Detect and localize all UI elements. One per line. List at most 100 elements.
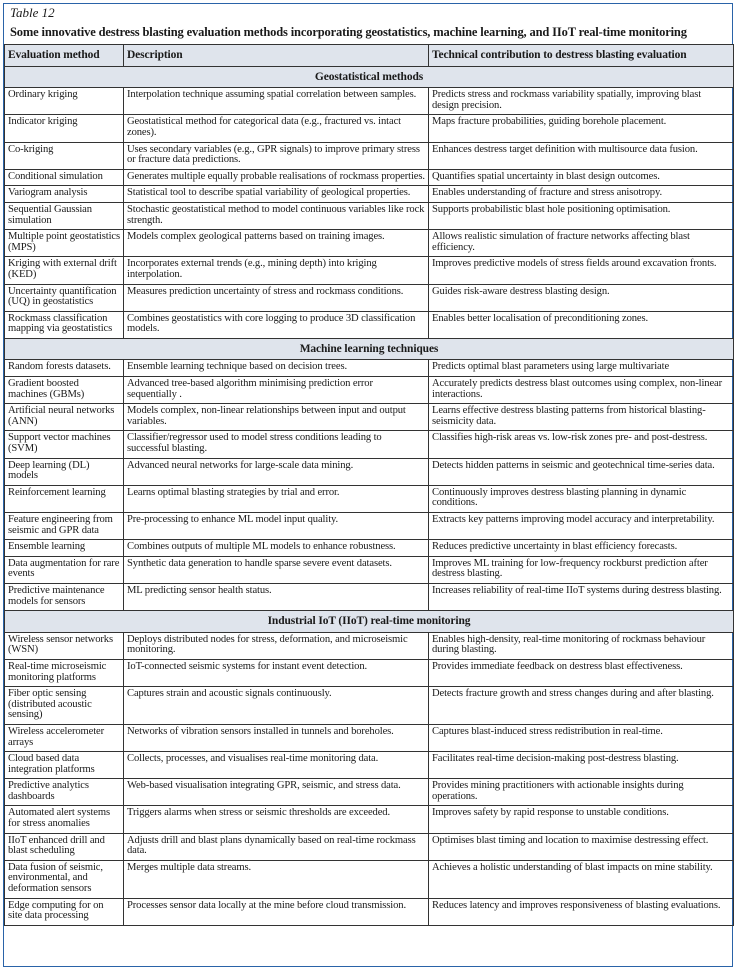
method-cell: Ordinary kriging (4, 87, 124, 116)
description-cell: Combines outputs of multiple ML models t… (123, 539, 429, 557)
method-cell: Co-kriging (4, 141, 124, 170)
table-title: Some innovative destress blasting evalua… (10, 25, 687, 39)
description-cell: Processes sensor data locally at the min… (123, 897, 429, 926)
method-cell: Wireless accelerometer arrays (4, 723, 124, 753)
table-label: Table 12 (10, 5, 55, 20)
method-cell: Automated alert systems for stress anoma… (4, 805, 124, 834)
description-cell: Merges multiple data streams. (123, 859, 429, 899)
description-cell: Pre-processing to enhance ML model input… (123, 511, 429, 541)
method-cell: Fiber optic sensing (distributed acousti… (4, 686, 124, 725)
table-row: IIoT enhanced drill and blast scheduling… (4, 832, 734, 861)
description-cell: Models complex geological patterns based… (123, 229, 429, 258)
table-row: Artificial neural networks (ANN) Models c… (4, 403, 734, 432)
description-cell: Models complex, non-linear relationships… (123, 403, 429, 432)
evaluation-methods-table: Evaluation method Description Technical … (4, 44, 734, 926)
description-cell: Incorporates external trends (e.g., mini… (123, 256, 429, 285)
method-cell: Wireless sensor networks (WSN) (4, 631, 124, 660)
contribution-cell: Increases reliability of real-time IIoT … (428, 582, 734, 612)
table-row: Ordinary kriging Interpolation technique … (4, 87, 734, 116)
description-cell: Geostatistical method for categorical da… (123, 114, 429, 143)
table-row: Cloud based data integration platforms Co… (4, 751, 734, 780)
table-row: Ensemble learning Combines outputs of mul… (4, 539, 734, 557)
section-header-row: Geostatistical methods (4, 65, 734, 89)
table-row: Indicator kriging Geostatistical method f… (4, 114, 734, 143)
table-row: Wireless accelerometer arrays Networks of… (4, 723, 734, 753)
method-cell: Reinforcement learning (4, 484, 124, 514)
section-title: Industrial IoT (IIoT) real-time monitori… (4, 610, 734, 633)
description-cell: ML predicting sensor health status. (123, 582, 429, 612)
method-cell: Indicator kriging (4, 114, 124, 143)
method-cell: Sequential Gaussian simulation (4, 201, 124, 231)
description-cell: Captures strain and acoustic signals con… (123, 686, 429, 725)
contribution-cell: Facilitates real-time decision-making po… (428, 751, 734, 780)
table-row: Edge computing for on site data processi… (4, 897, 734, 926)
method-cell: Data fusion of seismic, environmental, a… (4, 859, 124, 899)
contribution-cell: Guides risk-aware destress blasting desi… (428, 283, 734, 312)
description-cell: Synthetic data generation to handle spar… (123, 555, 429, 584)
description-cell: Advanced tree-based algorithm minimising… (123, 376, 429, 405)
section-title: Geostatistical methods (4, 65, 734, 89)
table-row: Wireless sensor networks (WSN) Deploys di… (4, 631, 734, 660)
method-cell: Deep learning (DL) models (4, 457, 124, 486)
contribution-cell: Supports probabilistic blast hole positi… (428, 201, 734, 231)
description-cell: Collects, processes, and visualises real… (123, 751, 429, 780)
contribution-cell: Classifies high-risk areas vs. low-risk … (428, 430, 734, 459)
method-cell: Cloud based data integration platforms (4, 751, 124, 780)
table-row: Deep learning (DL) models Advanced neural… (4, 457, 734, 486)
column-header-method: Evaluation method (4, 44, 124, 67)
method-cell: Rockmass classification mapping via geos… (4, 310, 124, 339)
contribution-cell: Enables understanding of fracture and st… (428, 185, 734, 203)
table-row: Sequential Gaussian simulation Stochastic… (4, 201, 734, 231)
contribution-cell: Maps fracture probabilities, guiding bor… (428, 114, 734, 143)
contribution-cell: Quantifies spatial uncertainty in blast … (428, 168, 734, 187)
method-cell: Edge computing for on site data processi… (4, 897, 124, 926)
contribution-cell: Detects fracture growth and stress chang… (428, 686, 734, 725)
table-row: Support vector machines (SVM) Classifier/… (4, 430, 734, 459)
contribution-cell: Provides immediate feedback on destress … (428, 658, 734, 688)
contribution-cell: Continuously improves destress blasting … (428, 484, 734, 514)
description-cell: Advanced neural networks for large-scale… (123, 457, 429, 486)
method-cell: Feature engineering from seismic and GPR… (4, 511, 124, 541)
table-row: Variogram analysis Statistical tool to de… (4, 185, 734, 203)
contribution-cell: Predicts stress and rockmass variability… (428, 87, 734, 116)
description-cell: Adjusts drill and blast plans dynamicall… (123, 832, 429, 861)
description-cell: IoT-connected seismic systems for instan… (123, 658, 429, 688)
contribution-cell: Improves ML training for low-frequency r… (428, 555, 734, 584)
contribution-cell: Improves safety by rapid response to uns… (428, 805, 734, 834)
description-cell: Interpolation technique assuming spatial… (123, 87, 429, 116)
contribution-cell: Allows realistic simulation of fracture … (428, 229, 734, 258)
method-cell: Variogram analysis (4, 185, 124, 203)
description-cell: Triggers alarms when stress or seismic t… (123, 805, 429, 834)
method-cell: Uncertainty quantification (UQ) in geost… (4, 283, 124, 312)
table-row: Co-kriging Uses secondary variables (e.g.… (4, 141, 734, 170)
description-cell: Measures prediction uncertainty of stres… (123, 283, 429, 312)
description-cell: Combines geostatistics with core logging… (123, 310, 429, 339)
table-row: Feature engineering from seismic and GPR… (4, 511, 734, 541)
method-cell: Real-time microseismic monitoring platfo… (4, 658, 124, 688)
header-row: Evaluation method Description Technical … (4, 44, 734, 67)
contribution-cell: Enhances destress target definition with… (428, 141, 734, 170)
method-cell: Gradient boosted machines (GBMs) (4, 376, 124, 405)
contribution-cell: Enables high-density, real-time monitori… (428, 631, 734, 660)
description-cell: Web-based visualisation integrating GPR,… (123, 778, 429, 807)
contribution-cell: Extracts key patterns improving model ac… (428, 511, 734, 541)
table-row: Fiber optic sensing (distributed acousti… (4, 686, 734, 725)
table-row: Reinforcement learning Learns optimal bla… (4, 484, 734, 514)
contribution-cell: Optimises blast timing and location to m… (428, 832, 734, 861)
table-row: Multiple point geostatistics (MPS) Models… (4, 229, 734, 258)
table-row: Automated alert systems for stress anoma… (4, 805, 734, 834)
contribution-cell: Reduces predictive uncertainty in blast … (428, 539, 734, 557)
table-row: Real-time microseismic monitoring platfo… (4, 658, 734, 688)
table-row: Conditional simulation Generates multiple… (4, 168, 734, 187)
method-cell: Data augmentation for rare events (4, 555, 124, 584)
contribution-cell: Learns effective destress blasting patte… (428, 403, 734, 432)
contribution-cell: Accurately predicts destress blast outco… (428, 376, 734, 405)
contribution-cell: Detects hidden patterns in seismic and g… (428, 457, 734, 486)
contribution-cell: Improves predictive models of stress fie… (428, 256, 734, 285)
description-cell: Deploys distributed nodes for stress, de… (123, 631, 429, 660)
description-cell: Statistical tool to describe spatial var… (123, 185, 429, 203)
table-row: Gradient boosted machines (GBMs) Advanced… (4, 376, 734, 405)
method-cell: IIoT enhanced drill and blast scheduling (4, 832, 124, 861)
contribution-cell: Provides mining practitioners with actio… (428, 778, 734, 807)
method-cell: Predictive maintenance models for sensor… (4, 582, 124, 612)
